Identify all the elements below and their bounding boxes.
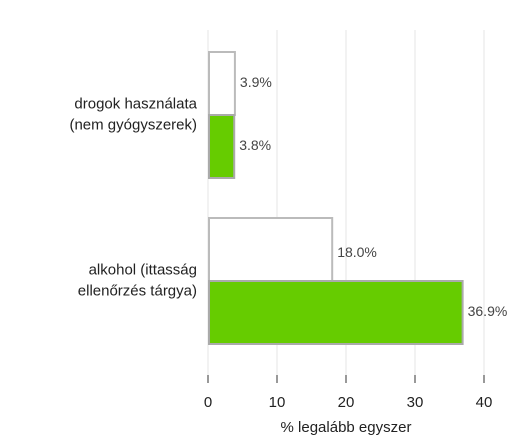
value-label: 3.8% (239, 137, 271, 153)
category-label: ellenőrzés tárgya) (78, 282, 197, 299)
value-label: 18.0% (337, 244, 377, 260)
bar (208, 114, 236, 179)
category-label: alkohol (ittasság (89, 261, 197, 278)
x-axis-label: % legalább egyszer (281, 419, 412, 436)
x-tick-label: 20 (338, 394, 355, 411)
bar (208, 51, 236, 116)
x-tick-label: 30 (407, 394, 424, 411)
x-tick-label: 40 (476, 394, 493, 411)
category-label: (nem gyógyszerek) (69, 116, 197, 133)
x-tick-label: 0 (204, 394, 212, 411)
value-label: 3.9% (240, 74, 272, 90)
value-label: 36.9% (468, 303, 508, 319)
bar (208, 280, 464, 345)
bar (208, 217, 334, 282)
x-tick-label: 10 (269, 394, 286, 411)
category-label: drogok használata (74, 95, 197, 112)
